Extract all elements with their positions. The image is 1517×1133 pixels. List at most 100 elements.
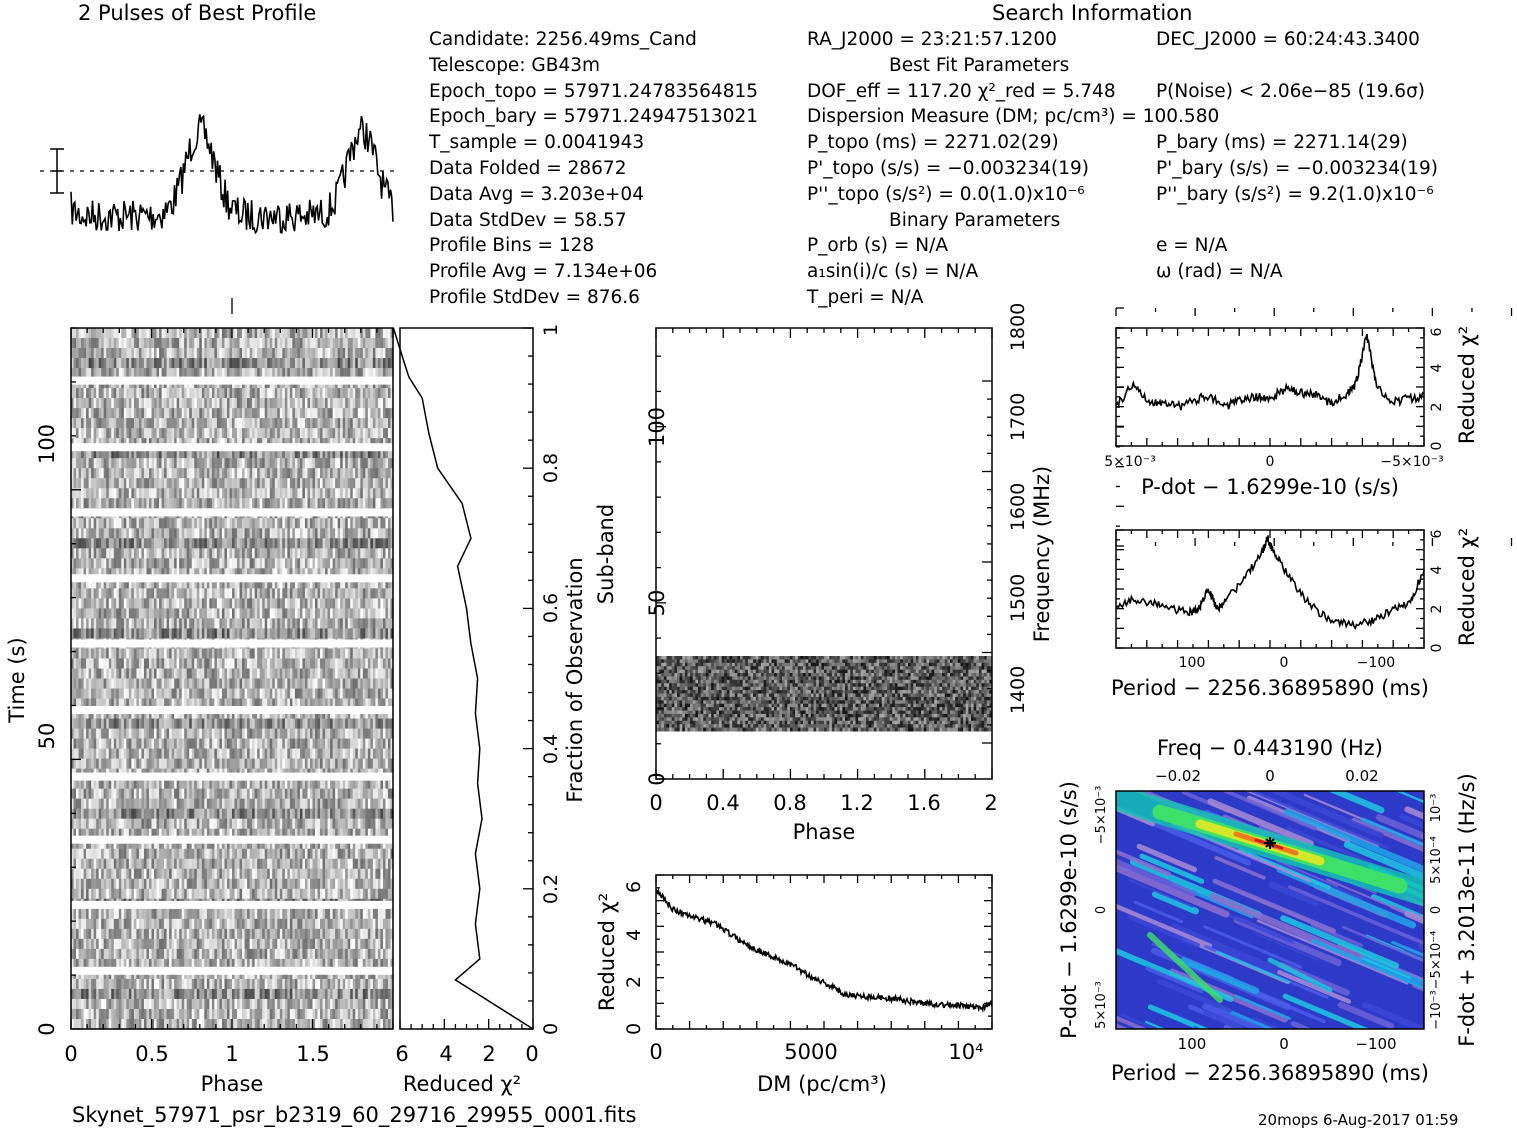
greyscale-cell	[355, 338, 359, 349]
greyscale-cell	[179, 578, 183, 589]
greyscale-cell	[237, 498, 241, 509]
greyscale-cell	[370, 338, 374, 349]
greyscale-cell	[325, 478, 329, 489]
greyscale-cell	[116, 688, 120, 700]
greyscale-cell	[224, 358, 228, 369]
greyscale-cell	[274, 608, 278, 620]
greyscale-cell	[304, 448, 309, 459]
greyscale-cell	[365, 368, 369, 379]
greyscale-cell	[267, 588, 271, 599]
greyscale-cell	[211, 628, 215, 640]
greyscale-cell	[96, 618, 100, 630]
greyscale-cell	[204, 548, 208, 559]
greyscale-cell	[322, 668, 326, 680]
greyscale-cell	[226, 498, 231, 509]
greyscale-cell	[174, 428, 178, 439]
greyscale-cell	[204, 478, 208, 489]
greyscale-cell	[302, 328, 306, 339]
greyscale-cell	[108, 698, 112, 710]
greyscale-cell	[179, 428, 183, 439]
greyscale-cell	[320, 468, 324, 479]
greyscale-cell	[123, 528, 127, 539]
greyscale-cell	[309, 358, 314, 369]
greyscale-cell	[83, 528, 87, 539]
greyscale-cell	[352, 608, 356, 620]
greyscale-cell	[118, 468, 122, 479]
greyscale-cell	[113, 688, 117, 700]
greyscale-cell	[317, 458, 321, 469]
greyscale-cell	[362, 408, 366, 419]
greyscale-cell	[237, 368, 241, 379]
greyscale-cell	[186, 658, 190, 670]
greyscale-cell	[272, 498, 276, 509]
greyscale-cell	[380, 588, 384, 599]
greyscale-cell	[269, 588, 273, 599]
greyscale-cell	[304, 578, 309, 589]
greyscale-cell	[136, 398, 140, 409]
greyscale-cell	[103, 338, 107, 349]
greyscale-cell	[191, 388, 195, 399]
greyscale-cell	[322, 518, 326, 529]
greyscale-cell	[385, 698, 389, 710]
greyscale-cell	[169, 618, 173, 630]
greyscale-cell	[196, 608, 200, 620]
greyscale-cell	[380, 488, 384, 499]
greyscale-cell	[335, 648, 339, 660]
greyscale-cell	[382, 338, 387, 349]
greyscale-cell	[304, 588, 309, 599]
greyscale-cell	[159, 408, 163, 419]
greyscale-cell	[78, 658, 82, 670]
greyscale-cell	[352, 488, 356, 499]
greyscale-cell	[91, 418, 95, 429]
greyscale-cell	[71, 388, 75, 399]
greyscale-cell	[330, 518, 334, 529]
greyscale-cell	[161, 658, 165, 670]
greyscale-cell	[88, 628, 92, 640]
greyscale-cell	[108, 658, 112, 670]
greyscale-cell	[184, 398, 188, 409]
greyscale-cell	[186, 588, 190, 599]
greyscale-cell	[184, 388, 188, 399]
greyscale-cell	[307, 418, 311, 429]
greyscale-cell	[315, 658, 319, 670]
greyscale-cell	[216, 678, 221, 690]
greyscale-cell	[274, 658, 278, 670]
greyscale-cell	[191, 568, 195, 579]
greyscale-cell	[166, 568, 170, 579]
greyscale-cell	[264, 588, 268, 599]
greyscale-cell	[123, 448, 127, 459]
greyscale-cell	[309, 368, 314, 379]
greyscale-cell	[161, 678, 165, 690]
greyscale-cell	[337, 548, 341, 559]
greyscale-cell	[88, 578, 92, 589]
greyscale-cell	[78, 618, 82, 630]
greyscale-cell	[254, 678, 258, 690]
greyscale-cell	[106, 358, 110, 369]
greyscale-cell	[211, 618, 215, 630]
greyscale-cell	[211, 468, 215, 479]
greyscale-cell	[274, 538, 278, 549]
greyscale-cell	[377, 428, 382, 439]
greyscale-cell	[106, 478, 110, 489]
greyscale-cell	[254, 478, 258, 489]
greyscale-cell	[126, 348, 130, 359]
greyscale-cell	[309, 598, 314, 609]
greyscale-cell	[297, 598, 301, 609]
greyscale-cell	[171, 328, 175, 339]
greyscale-cell	[309, 528, 314, 539]
greyscale-cell	[244, 528, 248, 539]
greyscale-cell	[380, 398, 384, 409]
greyscale-cell	[345, 408, 349, 419]
greyscale-cell	[340, 498, 344, 509]
greyscale-cell	[272, 608, 276, 620]
greyscale-cell	[332, 348, 336, 359]
greyscale-cell	[284, 688, 288, 700]
greyscale-cell	[83, 408, 87, 419]
greyscale-cell	[259, 478, 263, 489]
greyscale-cell	[254, 468, 258, 479]
greyscale-cell	[385, 568, 389, 579]
greyscale-cell	[118, 338, 122, 349]
greyscale-cell	[277, 568, 281, 579]
greyscale-cell	[385, 428, 389, 439]
greyscale-cell	[146, 428, 150, 439]
